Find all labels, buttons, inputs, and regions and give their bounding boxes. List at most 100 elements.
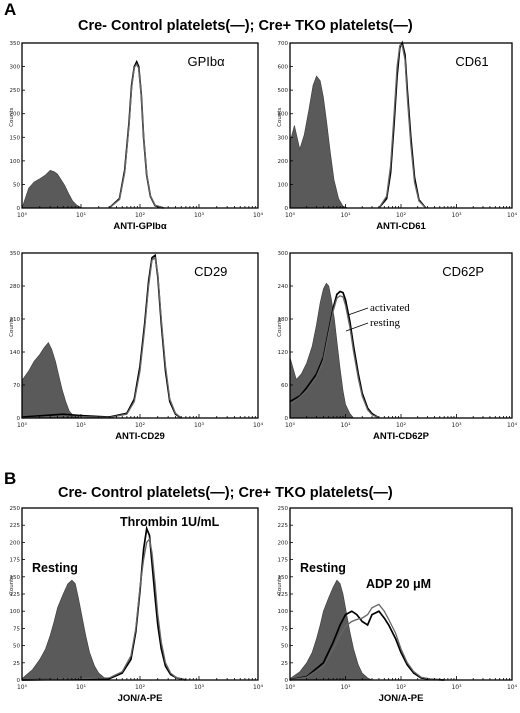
x-tick-label: 10³: [194, 422, 205, 429]
histogram-line-series-line2-2: [21, 537, 187, 681]
x-tick-label: 10⁴: [253, 422, 264, 429]
marker-label: GPIbα: [188, 54, 226, 69]
y-tick-label: 350: [10, 41, 21, 47]
x-tick-label: 10²: [135, 212, 146, 219]
x-tick-label: 10¹: [76, 684, 87, 691]
plot-area: 10⁰ 10¹ 10² 10³ 10⁴ 0 25 50 75 100 125 150 175 200 225…: [9, 506, 264, 704]
x-tick-label: 10⁴: [253, 212, 264, 219]
y-tick-label: 25: [281, 661, 288, 667]
x-tick-label: 10²: [396, 422, 407, 429]
x-tick-label: 10⁰: [17, 212, 28, 219]
y-tick-label: 210: [10, 317, 21, 323]
x-tick-label: 10³: [451, 422, 462, 429]
x-tick-label: 10¹: [76, 212, 87, 219]
y-tick-label: 175: [10, 558, 21, 564]
y-tick-label: 300: [278, 251, 289, 257]
y-tick-label: 140: [10, 350, 21, 356]
x-tick-label: 10¹: [76, 422, 87, 429]
histogram-filled-series-filled-0: [21, 579, 110, 681]
y-axis-label: Counts: [9, 576, 15, 595]
y-tick-label: 225: [10, 523, 21, 529]
y-tick-label: 500: [278, 88, 289, 94]
histogram-cd62p: 10⁰ 10¹ 10² 10³ 10⁴ 0 60 120 180 240 300 Counts ANTI…: [277, 247, 520, 449]
plot-area: 10⁰ 10¹ 10² 10³ 10⁴ 0 60 120 180 240 300 Counts ANTI…: [277, 251, 518, 442]
y-tick-label: 600: [278, 65, 289, 71]
annotation-resting: Resting: [300, 561, 346, 575]
y-tick-label: 75: [281, 626, 288, 632]
annotation-adp: ADP 20 μM: [366, 577, 431, 591]
y-tick-label: 120: [278, 350, 289, 356]
y-tick-label: 700: [278, 41, 289, 47]
histogram-gpiba: 10⁰ 10¹ 10² 10³ 10⁴ 0 50 100 150 200 250 300 350 Coun…: [8, 37, 264, 239]
y-tick-label: 200: [10, 112, 21, 118]
plot-area: 10⁰ 10¹ 10² 10³ 10⁴ 0 70 140 210 280 350 Counts ANTI…: [9, 251, 264, 442]
histogram-filled-series-filled-0: [289, 579, 373, 681]
histogram-line-series-line-1: [378, 40, 427, 209]
annotation-thrombin: Thrombin 1U/mL: [120, 515, 220, 529]
y-tick-label: 25: [13, 661, 20, 667]
marker-label: CD61: [455, 54, 488, 69]
histogram-line-series-line2-2: [289, 295, 380, 419]
histogram-line-series-line2-2: [21, 256, 182, 419]
y-tick-label: 100: [10, 609, 21, 615]
x-tick-label: 10⁰: [17, 684, 28, 691]
plot-svg: 10⁰ 10¹ 10² 10³ 10⁴ 0 70 140 210 280 350 Counts ANTI…: [9, 251, 264, 442]
plot-svg: 10⁰ 10¹ 10² 10³ 10⁴ 0 100 200 300 400 500 600 700 Cou…: [277, 40, 518, 232]
x-tick-label: 10³: [451, 212, 462, 219]
y-tick-label: 50: [13, 182, 20, 188]
histogram-cd61: 10⁰ 10¹ 10² 10³ 10⁴ 0 100 200 300 400 500 600 700 Cou…: [277, 37, 520, 239]
x-axis-label: ANTI-CD61: [376, 221, 426, 232]
x-tick-label: 10⁴: [507, 684, 518, 691]
x-tick-label: 10³: [451, 684, 462, 691]
x-tick-label: 10¹: [340, 684, 351, 691]
y-tick-label: 300: [278, 135, 289, 141]
y-tick-label: 0: [17, 206, 21, 212]
panel-a-letter: A: [4, 0, 17, 19]
arrow-resting: [345, 322, 369, 332]
y-axis-label: Counts: [277, 576, 283, 595]
y-tick-label: 200: [10, 540, 21, 546]
x-axis-label: JON/A-PE: [118, 693, 163, 704]
annotation-activated: activated: [370, 302, 410, 314]
y-tick-label: 0: [285, 206, 289, 212]
y-tick-label: 50: [13, 644, 20, 650]
y-tick-label: 300: [10, 65, 21, 71]
y-tick-label: 225: [278, 523, 289, 529]
histogram-line-series-line-1: [289, 610, 445, 681]
y-tick-label: 150: [10, 135, 21, 141]
panel-b-letter: B: [4, 469, 17, 488]
plot-svg: 10⁰ 10¹ 10² 10³ 10⁴ 0 50 100 150 200 250 300 350 Coun…: [9, 41, 264, 232]
y-tick-label: 150: [278, 575, 289, 581]
x-tick-label: 10³: [194, 212, 205, 219]
histogram-filled-series-filled-0: [21, 342, 82, 419]
plot-svg: 10⁰ 10¹ 10² 10³ 10⁴ 0 60 120 180 240 300 Counts ANTI…: [277, 251, 518, 442]
x-tick-label: 10³: [194, 684, 205, 691]
x-tick-label: 10²: [396, 684, 407, 691]
y-tick-label: 0: [285, 678, 289, 684]
panel-a-header: Cre- Control platelets(—); Cre+ TKO plat…: [78, 18, 413, 34]
y-tick-label: 100: [278, 182, 289, 188]
y-axis-label: Counts: [277, 108, 283, 127]
y-tick-label: 0: [17, 416, 21, 422]
histogram-jona-adp: 10⁰ 10¹ 10² 10³ 10⁴ 0 25 50 75 100 125 150 175 200 225…: [277, 502, 520, 710]
y-tick-label: 200: [278, 540, 289, 546]
panel-b-header: Cre- Control platelets(—); Cre+ TKO plat…: [58, 485, 393, 501]
annotation-resting: resting: [370, 317, 400, 329]
y-tick-label: 100: [278, 609, 289, 615]
plot-area: 10⁰ 10¹ 10² 10³ 10⁴ 0 50 100 150 200 250 300 350 Coun…: [9, 41, 264, 232]
histogram-line-series-line2-2: [108, 62, 164, 209]
y-tick-label: 280: [10, 284, 21, 290]
x-tick-label: 10²: [135, 684, 146, 691]
histogram-line-series-line2-2: [378, 44, 427, 209]
arrow-activated: [347, 307, 369, 316]
y-tick-label: 150: [10, 575, 21, 581]
y-tick-label: 100: [10, 159, 21, 165]
y-tick-label: 250: [278, 506, 289, 512]
x-tick-label: 10²: [135, 422, 146, 429]
y-tick-label: 240: [278, 284, 289, 290]
marker-label: CD62P: [442, 264, 484, 279]
plot-area: 10⁰ 10¹ 10² 10³ 10⁴ 0 100 200 300 400 500 600 700 Cou…: [277, 40, 518, 232]
y-tick-label: 0: [285, 416, 289, 422]
histogram-filled-series-filled-0: [21, 169, 84, 209]
histogram-filled-series-filled-0: [289, 75, 348, 209]
